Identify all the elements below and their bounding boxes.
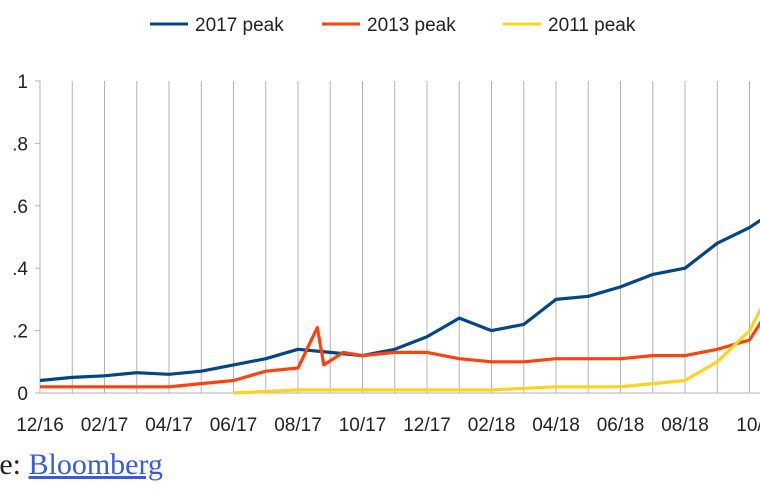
y-tick-label: .8 xyxy=(12,134,28,155)
x-tick-label: 04/17 xyxy=(145,415,193,436)
x-tick-label: 06/17 xyxy=(210,415,258,436)
legend: 2017 peak 2013 peak 2011 peak xyxy=(150,15,636,36)
legend-label-2: 2013 peak xyxy=(367,15,456,36)
x-tick-label: 12/17 xyxy=(403,415,451,436)
y-tick-label: 1 xyxy=(17,72,28,93)
y-tick-label: .4 xyxy=(12,259,28,280)
x-tick-label: 12/16 xyxy=(16,415,64,436)
legend-label-1: 2017 peak xyxy=(195,15,284,36)
y-axis-ticks: 0 .2 .4 .6 .8 1 xyxy=(12,72,28,405)
legend-label-3: 2011 peak xyxy=(548,15,636,36)
x-tick-label: 02/17 xyxy=(81,415,129,436)
x-tick-label: 06/18 xyxy=(597,415,645,436)
x-tick-label: 10/17 xyxy=(339,415,387,436)
y-tick-label: .6 xyxy=(12,197,28,218)
chart-grid xyxy=(39,81,750,393)
x-axis-ticks: 12/16 02/17 04/17 06/17 08/17 10/17 12/17 02/18… xyxy=(16,415,760,436)
series-line-3 xyxy=(233,306,760,395)
source-caption: ce: Bloomberg xyxy=(0,448,163,482)
x-tick-label: 08/17 xyxy=(274,415,322,436)
source-prefix: ce: xyxy=(0,448,21,481)
x-tick-label: 04/18 xyxy=(532,415,580,436)
series-line-2 xyxy=(40,320,760,389)
x-tick-label: 10/ xyxy=(736,415,760,436)
chart-series xyxy=(39,218,760,395)
x-tick-label: 08/18 xyxy=(661,415,709,436)
chart-axes xyxy=(35,80,760,394)
source-link[interactable]: Bloomberg xyxy=(28,448,163,481)
x-tick-label: 02/18 xyxy=(468,415,516,436)
y-tick-label: 0 xyxy=(17,384,28,405)
y-tick-label: .2 xyxy=(12,322,28,343)
series-line-1 xyxy=(39,218,760,383)
